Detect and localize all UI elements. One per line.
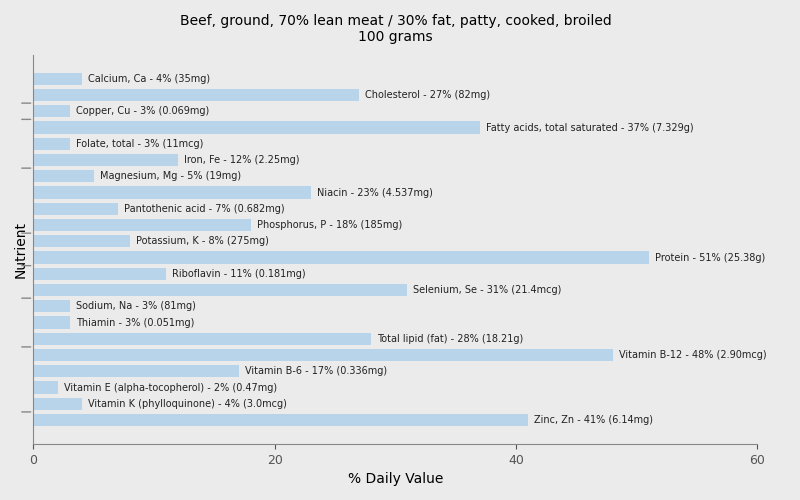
Text: Cholesterol - 27% (82mg): Cholesterol - 27% (82mg) <box>366 90 490 100</box>
Bar <box>34 186 311 198</box>
Bar <box>34 382 58 394</box>
Bar <box>34 122 480 134</box>
Text: Thiamin - 3% (0.051mg): Thiamin - 3% (0.051mg) <box>76 318 194 328</box>
Text: Niacin - 23% (4.537mg): Niacin - 23% (4.537mg) <box>317 188 433 198</box>
Text: Fatty acids, total saturated - 37% (7.329g): Fatty acids, total saturated - 37% (7.32… <box>486 122 694 132</box>
Text: Riboflavin - 11% (0.181mg): Riboflavin - 11% (0.181mg) <box>172 269 306 279</box>
Bar <box>34 365 238 378</box>
Bar <box>34 154 178 166</box>
Bar <box>34 332 371 345</box>
Text: Total lipid (fat) - 28% (18.21g): Total lipid (fat) - 28% (18.21g) <box>378 334 523 344</box>
Bar <box>34 349 613 361</box>
Text: Vitamin E (alpha-tocopherol) - 2% (0.47mg): Vitamin E (alpha-tocopherol) - 2% (0.47m… <box>64 382 277 392</box>
Text: Potassium, K - 8% (275mg): Potassium, K - 8% (275mg) <box>136 236 269 246</box>
Text: Sodium, Na - 3% (81mg): Sodium, Na - 3% (81mg) <box>76 302 195 312</box>
Text: Protein - 51% (25.38g): Protein - 51% (25.38g) <box>654 252 765 262</box>
Text: Pantothenic acid - 7% (0.682mg): Pantothenic acid - 7% (0.682mg) <box>124 204 285 214</box>
Bar <box>34 398 82 410</box>
Bar <box>34 170 94 182</box>
Text: Selenium, Se - 31% (21.4mcg): Selenium, Se - 31% (21.4mcg) <box>414 285 562 295</box>
Text: Vitamin K (phylloquinone) - 4% (3.0mcg): Vitamin K (phylloquinone) - 4% (3.0mcg) <box>88 399 286 409</box>
Bar <box>34 316 70 328</box>
Text: Zinc, Zn - 41% (6.14mg): Zinc, Zn - 41% (6.14mg) <box>534 415 653 425</box>
Text: Vitamin B-12 - 48% (2.90mcg): Vitamin B-12 - 48% (2.90mcg) <box>618 350 766 360</box>
Text: Iron, Fe - 12% (2.25mg): Iron, Fe - 12% (2.25mg) <box>184 155 300 165</box>
Text: Phosphorus, P - 18% (185mg): Phosphorus, P - 18% (185mg) <box>257 220 402 230</box>
Text: Calcium, Ca - 4% (35mg): Calcium, Ca - 4% (35mg) <box>88 74 210 84</box>
Bar <box>34 284 407 296</box>
Bar <box>34 89 359 101</box>
X-axis label: % Daily Value: % Daily Value <box>348 472 443 486</box>
Bar <box>34 72 82 85</box>
Bar <box>34 105 70 118</box>
Bar <box>34 138 70 150</box>
Bar <box>34 414 528 426</box>
Title: Beef, ground, 70% lean meat / 30% fat, patty, cooked, broiled
100 grams: Beef, ground, 70% lean meat / 30% fat, p… <box>179 14 611 44</box>
Y-axis label: Nutrient: Nutrient <box>14 221 28 278</box>
Bar <box>34 202 118 215</box>
Text: Copper, Cu - 3% (0.069mg): Copper, Cu - 3% (0.069mg) <box>76 106 209 117</box>
Text: Folate, total - 3% (11mcg): Folate, total - 3% (11mcg) <box>76 139 203 149</box>
Bar <box>34 252 649 264</box>
Bar <box>34 235 130 248</box>
Bar <box>34 219 250 231</box>
Bar <box>34 268 166 280</box>
Text: Magnesium, Mg - 5% (19mg): Magnesium, Mg - 5% (19mg) <box>100 172 241 181</box>
Text: Vitamin B-6 - 17% (0.336mg): Vitamin B-6 - 17% (0.336mg) <box>245 366 386 376</box>
Bar <box>34 300 70 312</box>
